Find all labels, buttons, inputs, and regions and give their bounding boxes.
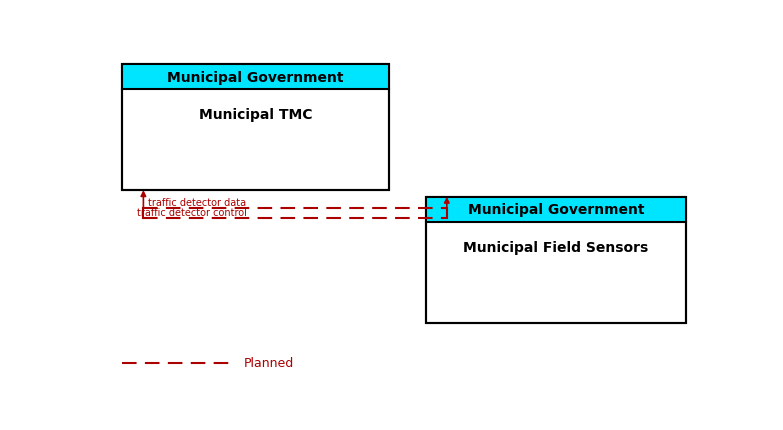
Bar bbox=[426, 197, 687, 323]
Bar bbox=[426, 197, 687, 222]
Text: traffic detector control: traffic detector control bbox=[137, 208, 247, 218]
Text: Municipal TMC: Municipal TMC bbox=[199, 108, 312, 122]
Text: Municipal Government: Municipal Government bbox=[168, 71, 344, 84]
Text: traffic detector data: traffic detector data bbox=[148, 197, 247, 208]
Bar bbox=[122, 65, 389, 190]
Text: Planned: Planned bbox=[244, 356, 294, 369]
Bar bbox=[426, 197, 687, 323]
Text: Municipal Field Sensors: Municipal Field Sensors bbox=[464, 241, 648, 255]
Text: Municipal Government: Municipal Government bbox=[467, 203, 644, 217]
Bar bbox=[122, 65, 389, 190]
Bar bbox=[122, 65, 389, 90]
